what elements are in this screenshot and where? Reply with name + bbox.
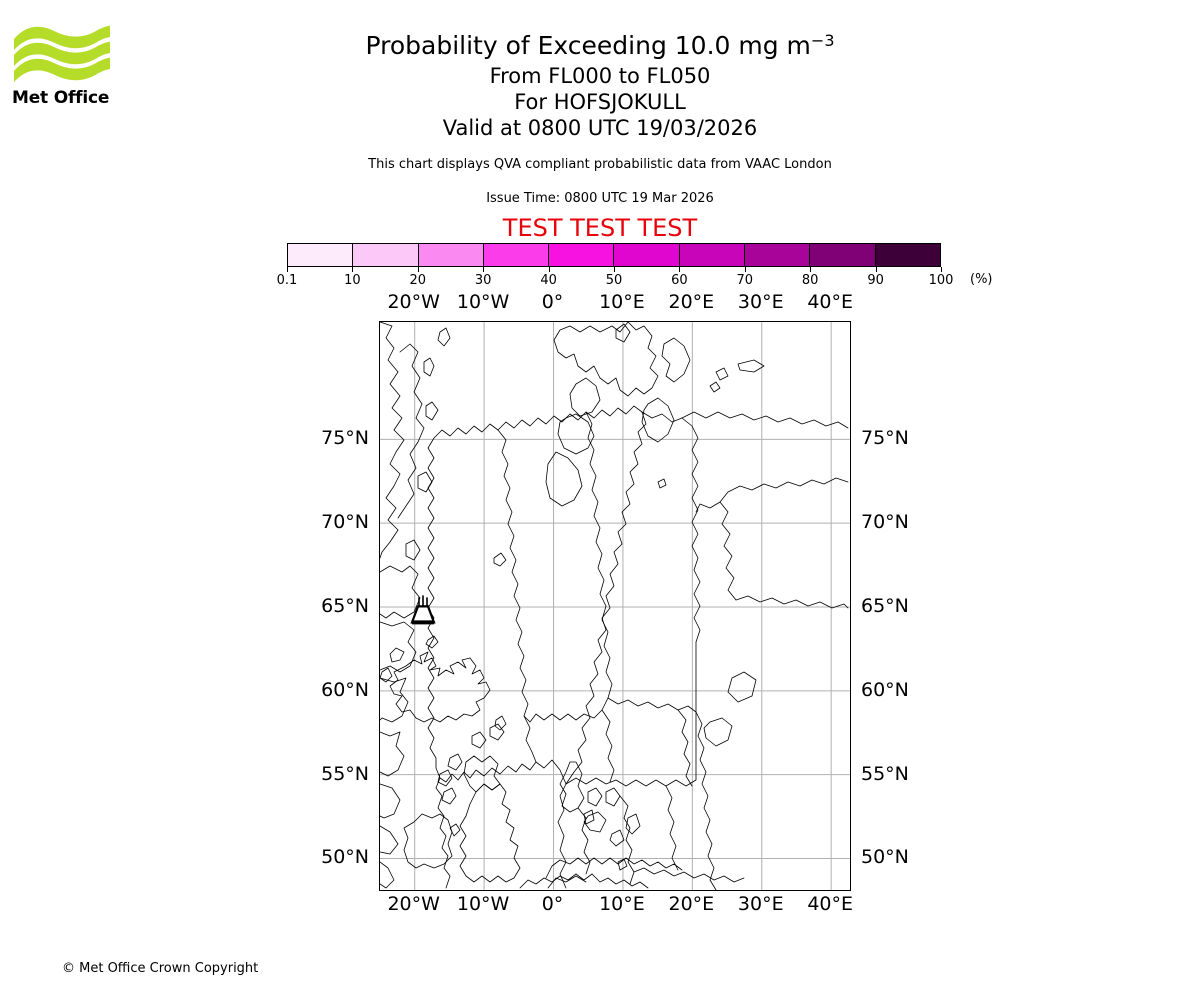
colorbar-tick-label-8: 80 (801, 273, 819, 288)
colorbar-band-9 (874, 244, 940, 266)
lon-label-bottom-4: 20°E (668, 893, 715, 915)
lon-label-bottom-5: 30°E (737, 893, 784, 915)
colorbar-tick-axis: 0.1 10 20 30 40 50 60 70 80 90 100 (277, 267, 953, 288)
lon-label-bottom-0: 20°W (387, 893, 440, 915)
colorbar-tick-8 (810, 267, 812, 272)
colorbar-tick-label-6: 60 (671, 273, 688, 288)
colorbar-band-6 (678, 244, 745, 266)
colorbar-bands (287, 243, 941, 267)
copyright-notice: © Met Office Crown Copyright (62, 961, 259, 976)
colorbar-unit-label: (%) (970, 272, 993, 287)
lon-label-bottom-6: 40°E (807, 893, 854, 915)
lat-label-right-2: 60°N (861, 678, 909, 701)
colorbar-band-0 (288, 244, 353, 266)
colorbar-band-8 (809, 244, 875, 266)
map-frame[interactable] (379, 321, 851, 891)
probability-colorbar (287, 243, 941, 267)
colorbar-tick-5 (614, 267, 615, 272)
colorbar-band-3 (482, 244, 549, 266)
lon-label-top-5: 30°E (737, 291, 784, 313)
colorbar-band-4 (548, 244, 614, 266)
met-office-logo: Met Office (12, 22, 112, 114)
lon-label-top-0: 20°W (387, 291, 440, 313)
chart-title-block: Probability of Exceeding 10.0 mg m−3 Fro… (0, 24, 1200, 141)
page-title-exponent: −3 (810, 31, 835, 50)
lat-label-right-1: 55°N (861, 762, 909, 785)
colorbar-tick-10 (941, 267, 942, 272)
colorbar-tick-3 (483, 267, 485, 272)
map-coastlines (380, 322, 849, 890)
colorbar-tick-label-1: 10 (344, 273, 361, 288)
colorbar-tick-0 (287, 267, 288, 272)
colorbar-tick-label-9: 90 (867, 273, 884, 288)
colorbar-tick-2 (417, 267, 419, 272)
lon-label-bottom-3: 10°E (599, 893, 645, 915)
flight-level-line: From FL000 to FL050 (489, 64, 711, 88)
colorbar-tick-label-10: 100 (928, 273, 954, 288)
map-canvas (380, 322, 850, 890)
lat-label-left-2: 60°N (321, 678, 369, 701)
colorbar-tick-9 (875, 267, 877, 272)
map-panel[interactable] (379, 321, 851, 891)
lat-label-left-5: 75°N (321, 427, 369, 450)
met-office-logo-text: Met Office (12, 88, 110, 108)
lat-label-right-0: 50°N (861, 846, 909, 869)
colorbar-tick-4 (548, 267, 550, 272)
colorbar-tick-7 (744, 267, 746, 272)
lat-label-left-3: 65°N (321, 595, 369, 617)
colorbar-tick-6 (679, 267, 681, 272)
issue-time: Issue Time: 0800 UTC 19 Mar 2026 (486, 191, 714, 206)
colorbar-tick-label-3: 30 (474, 273, 492, 288)
lat-label-left-4: 70°N (321, 511, 369, 534)
lat-label-right-3: 65°N (861, 595, 909, 617)
page-title: Probability of Exceeding 10.0 mg m−3 (0, 24, 1200, 63)
colorbar-tick-label-0: 0.1 (276, 273, 298, 288)
colorbar-band-1 (352, 244, 418, 266)
colorbar-tick-label-2: 20 (409, 273, 427, 288)
lat-label-right-5: 75°N (861, 427, 909, 450)
colorbar-band-2 (417, 244, 483, 266)
volcano-name-line: For HOFSJOKULL (514, 90, 686, 114)
met-office-waves-icon (14, 25, 110, 82)
volcano-marker-icon[interactable] (410, 595, 436, 625)
colorbar-tick-label-5: 50 (605, 273, 623, 288)
lat-label-left-0: 50°N (321, 846, 369, 869)
colorbar-tick-label-4: 40 (540, 273, 557, 288)
lon-label-top-3: 10°E (599, 291, 645, 313)
valid-time-line: Valid at 0800 UTC 19/03/2026 (442, 116, 758, 140)
lon-label-top-1: 10°W (456, 291, 510, 313)
lat-label-left-1: 55°N (321, 762, 369, 785)
lon-label-bottom-1: 10°W (456, 893, 510, 915)
colorbar-band-7 (744, 244, 810, 266)
colorbar-band-5 (613, 244, 679, 266)
lon-label-top-6: 40°E (807, 291, 854, 313)
lon-label-top-2: 0° (541, 291, 564, 313)
lat-label-right-4: 70°N (861, 511, 909, 534)
colorbar-tick-1 (352, 267, 354, 272)
chart-note: This chart displays QVA compliant probab… (368, 157, 832, 172)
colorbar-tick-label-7: 70 (736, 273, 754, 288)
lon-label-top-4: 20°E (668, 291, 715, 313)
map-gridlines (380, 322, 850, 890)
test-banner: TEST TEST TEST (502, 214, 698, 242)
page-title-text: Probability of Exceeding 10.0 mg m (365, 31, 811, 60)
lon-label-bottom-2: 0° (541, 893, 564, 915)
